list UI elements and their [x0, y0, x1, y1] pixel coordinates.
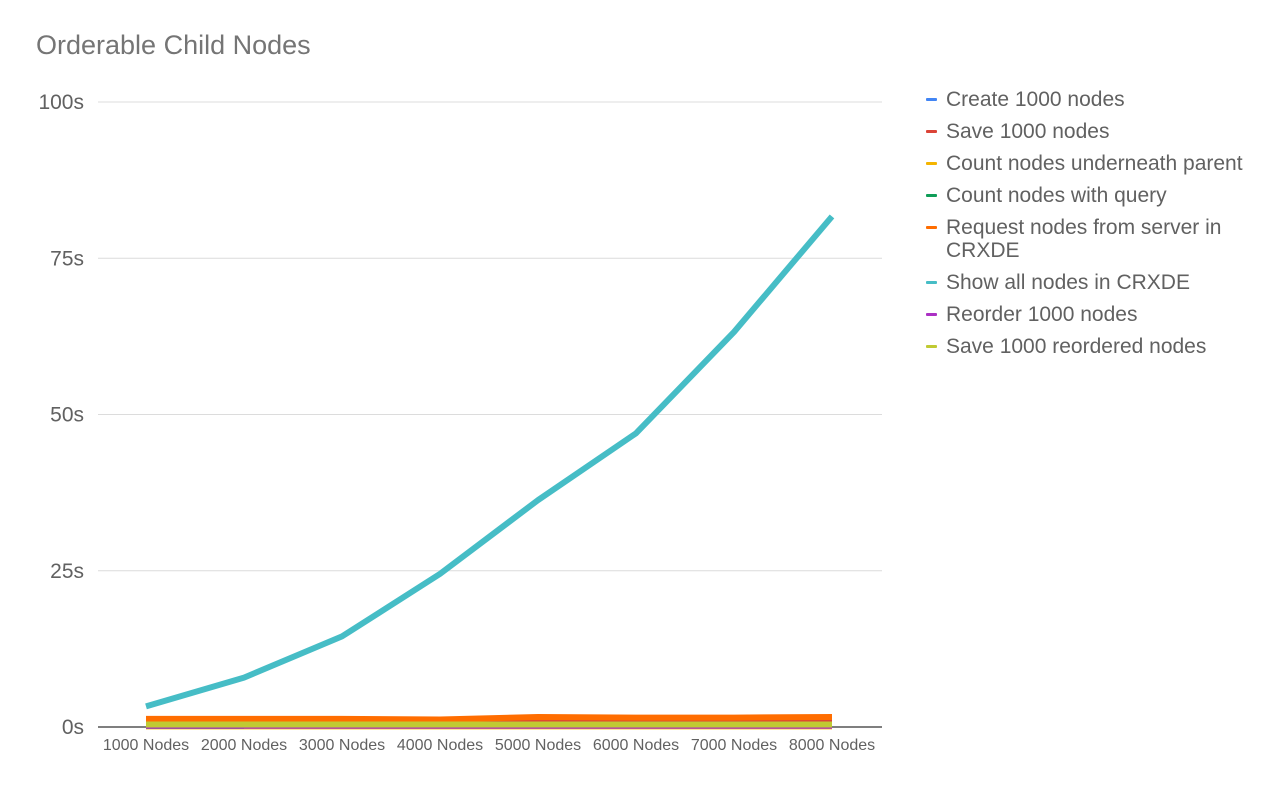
y-tick-label: 0s [62, 716, 84, 739]
legend-item-save-1000-nodes[interactable]: Save 1000 nodes [924, 120, 1264, 143]
legend-swatch [926, 98, 937, 101]
series-line-show-all-nodes-in-crxde [145, 214, 835, 710]
x-tick-label: 3000 Nodes [299, 737, 385, 754]
legend-label: Request nodes from server in CRXDE [946, 216, 1222, 262]
chart-title: Orderable Child Nodes [36, 30, 311, 60]
legend-label: Count nodes with query [946, 184, 1167, 207]
legend-label: Show all nodes in CRXDE [946, 271, 1190, 294]
x-tick-label: 6000 Nodes [593, 737, 679, 754]
legend-swatch [926, 130, 937, 133]
legend-label: Create 1000 nodes [946, 88, 1125, 111]
legend-swatch [926, 194, 937, 197]
y-axis-ticks: 0s 25s 50s 75s 100s [38, 91, 84, 739]
legend-swatch [926, 313, 937, 316]
legend-item-count-nodes-underneath-parent[interactable]: Count nodes underneath parent [924, 152, 1264, 175]
y-tick-label: 50s [50, 404, 84, 427]
legend-swatch [926, 345, 937, 348]
legend-swatch [926, 226, 937, 229]
legend-label: Save 1000 nodes [946, 120, 1110, 143]
series-lines [145, 214, 835, 730]
x-tick-label: 4000 Nodes [397, 737, 483, 754]
legend-swatch [926, 281, 937, 284]
x-tick-label: 7000 Nodes [691, 737, 777, 754]
y-tick-label: 25s [50, 560, 84, 583]
x-tick-label: 1000 Nodes [103, 737, 189, 754]
legend-item-save-1000-reordered-nodes[interactable]: Save 1000 reordered nodes [924, 335, 1264, 358]
series-line-request-nodes-from-server-in-crxde [146, 714, 833, 723]
gridlines [98, 101, 882, 728]
x-tick-label: 5000 Nodes [495, 737, 581, 754]
legend-item-request-nodes-from-server-in-crxde[interactable]: Request nodes from server in CRXDE [924, 216, 1264, 262]
legend-item-reorder-1000-nodes[interactable]: Reorder 1000 nodes [924, 303, 1264, 326]
legend: Create 1000 nodes Save 1000 nodes Count no… [924, 88, 1264, 367]
legend-item-show-all-nodes-in-crxde[interactable]: Show all nodes in CRXDE [924, 271, 1264, 294]
y-tick-label: 100s [38, 91, 84, 114]
x-axis-ticks: 1000 Nodes 2000 Nodes 3000 Nodes 4000 Nodes… [103, 737, 875, 754]
x-tick-label: 8000 Nodes [789, 737, 875, 754]
x-tick-label: 2000 Nodes [201, 737, 287, 754]
legend-label: Reorder 1000 nodes [946, 303, 1138, 326]
y-tick-label: 75s [50, 247, 84, 270]
legend-swatch [926, 162, 937, 165]
legend-item-count-nodes-with-query[interactable]: Count nodes with query [924, 184, 1264, 207]
legend-item-create-1000-nodes[interactable]: Create 1000 nodes [924, 88, 1264, 111]
legend-label: Count nodes underneath parent [946, 152, 1243, 175]
legend-label: Save 1000 reordered nodes [946, 335, 1207, 358]
